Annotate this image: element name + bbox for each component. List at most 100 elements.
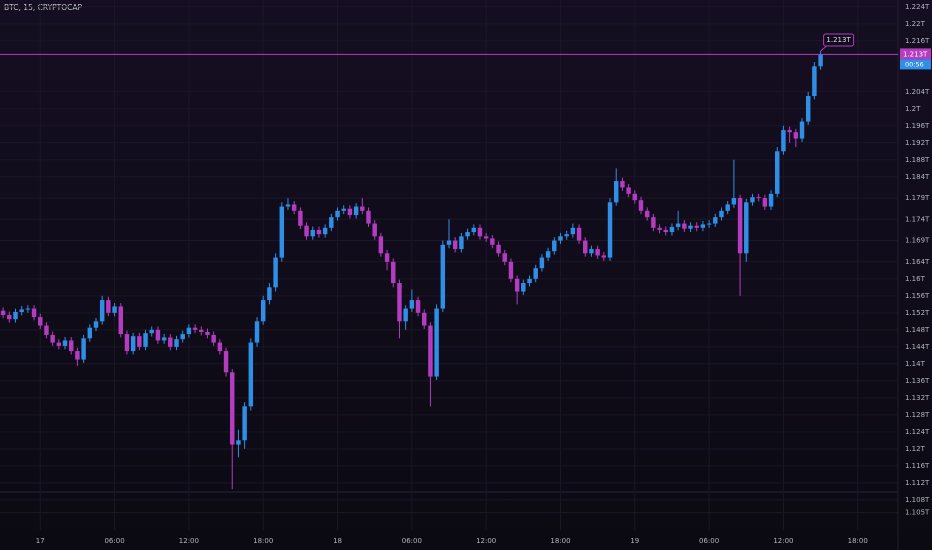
y-tick-label: 1.12T bbox=[905, 445, 926, 453]
candle-body bbox=[731, 198, 737, 205]
candle-body bbox=[124, 334, 130, 352]
x-tick-label: 17 bbox=[36, 537, 45, 545]
annotation-leader bbox=[820, 45, 827, 52]
candle-body bbox=[607, 202, 613, 258]
y-tick-label: 1.188T bbox=[905, 156, 930, 164]
candle-body bbox=[508, 261, 514, 279]
candle-body bbox=[168, 337, 173, 347]
candle-body bbox=[25, 308, 31, 310]
candle-body bbox=[230, 372, 235, 445]
candle-body bbox=[613, 181, 619, 203]
candle-body bbox=[409, 300, 415, 309]
candle-body bbox=[564, 234, 569, 237]
candle-body bbox=[44, 325, 49, 335]
candle-body bbox=[378, 236, 384, 254]
candle-body bbox=[713, 217, 718, 224]
candle-body bbox=[137, 336, 142, 347]
candle-body bbox=[143, 333, 148, 347]
candle-body bbox=[372, 223, 377, 237]
candle-body bbox=[180, 334, 185, 340]
candle-body bbox=[329, 217, 334, 228]
candle-body bbox=[805, 96, 811, 122]
price-label: 1.213T bbox=[903, 50, 928, 58]
y-tick-label: 1.156T bbox=[905, 292, 930, 300]
candle-body bbox=[750, 197, 755, 203]
candle-body bbox=[267, 287, 272, 301]
candle-body bbox=[477, 227, 483, 237]
candle-body bbox=[56, 342, 62, 346]
candle-body bbox=[651, 217, 656, 228]
candle-body bbox=[304, 225, 309, 237]
candle-body bbox=[775, 151, 780, 194]
candle-body bbox=[192, 327, 198, 330]
candle-body bbox=[353, 206, 359, 216]
candle-body bbox=[644, 210, 650, 218]
y-tick-label: 1.169T bbox=[905, 237, 930, 245]
annotation-label: 1.213T bbox=[826, 36, 851, 44]
candle-body bbox=[223, 351, 229, 373]
y-tick-label: 1.2T bbox=[905, 105, 921, 113]
candle-body bbox=[68, 340, 74, 352]
candle-body bbox=[310, 229, 315, 237]
y-tick-label: 1.204T bbox=[905, 88, 930, 96]
candle-body bbox=[682, 223, 687, 229]
x-tick-label: 06:00 bbox=[104, 537, 124, 545]
candle-body bbox=[744, 202, 749, 254]
y-tick-label: 1.192T bbox=[905, 139, 930, 147]
candle-body bbox=[725, 204, 730, 211]
candle-body bbox=[663, 229, 668, 233]
candle-body bbox=[0, 310, 6, 315]
candle-body bbox=[19, 309, 24, 312]
candle-body bbox=[434, 308, 439, 377]
candle-body bbox=[260, 300, 266, 322]
candle-body bbox=[316, 229, 322, 235]
candle-body bbox=[601, 255, 607, 258]
candle-body bbox=[793, 132, 799, 139]
candle-body bbox=[446, 240, 452, 245]
candle-body bbox=[130, 336, 136, 352]
candle-body bbox=[415, 300, 421, 313]
y-tick-label: 1.128T bbox=[905, 411, 930, 419]
y-tick-label: 1.108T bbox=[905, 496, 930, 504]
x-tick-label: 18:00 bbox=[253, 537, 273, 545]
y-tick-label: 1.112T bbox=[905, 479, 930, 487]
y-tick-label: 1.148T bbox=[905, 326, 930, 334]
candle-body bbox=[161, 337, 167, 341]
candle-body bbox=[533, 268, 538, 279]
candle-body bbox=[149, 329, 154, 334]
candle-body bbox=[291, 204, 297, 211]
candle-body bbox=[465, 232, 470, 237]
candle-body bbox=[762, 198, 768, 207]
candle-body bbox=[694, 225, 699, 228]
candle-body bbox=[799, 121, 805, 139]
x-tick-label: 12:00 bbox=[773, 537, 793, 545]
price-label-box bbox=[900, 48, 931, 60]
y-tick-label: 1.224T bbox=[905, 3, 930, 11]
y-tick-label: 1.144T bbox=[905, 343, 930, 351]
x-tick-label: 18:00 bbox=[848, 537, 868, 545]
candle-body bbox=[347, 208, 353, 216]
countdown: 00:56 bbox=[905, 60, 924, 68]
candle-body bbox=[440, 244, 446, 309]
candle-body bbox=[719, 210, 724, 218]
candle-body bbox=[242, 406, 247, 441]
candle-body bbox=[248, 342, 254, 407]
y-tick-label: 1.164T bbox=[905, 258, 930, 266]
y-tick-label: 1.196T bbox=[905, 122, 930, 130]
candle-body bbox=[236, 440, 241, 445]
x-tick-label: 19 bbox=[630, 537, 639, 545]
y-tick-label: 1.174T bbox=[905, 215, 930, 223]
candle-body bbox=[298, 210, 303, 226]
candle-body bbox=[657, 227, 662, 230]
candle-body bbox=[620, 181, 625, 188]
candle-body bbox=[483, 236, 489, 239]
candle-body bbox=[112, 306, 117, 313]
candle-body bbox=[322, 227, 328, 235]
candle-body bbox=[737, 198, 743, 254]
annotation-box bbox=[823, 33, 855, 47]
candle-body bbox=[818, 54, 823, 67]
candle-body bbox=[341, 208, 346, 211]
y-tick-label: 1.16T bbox=[905, 275, 926, 283]
